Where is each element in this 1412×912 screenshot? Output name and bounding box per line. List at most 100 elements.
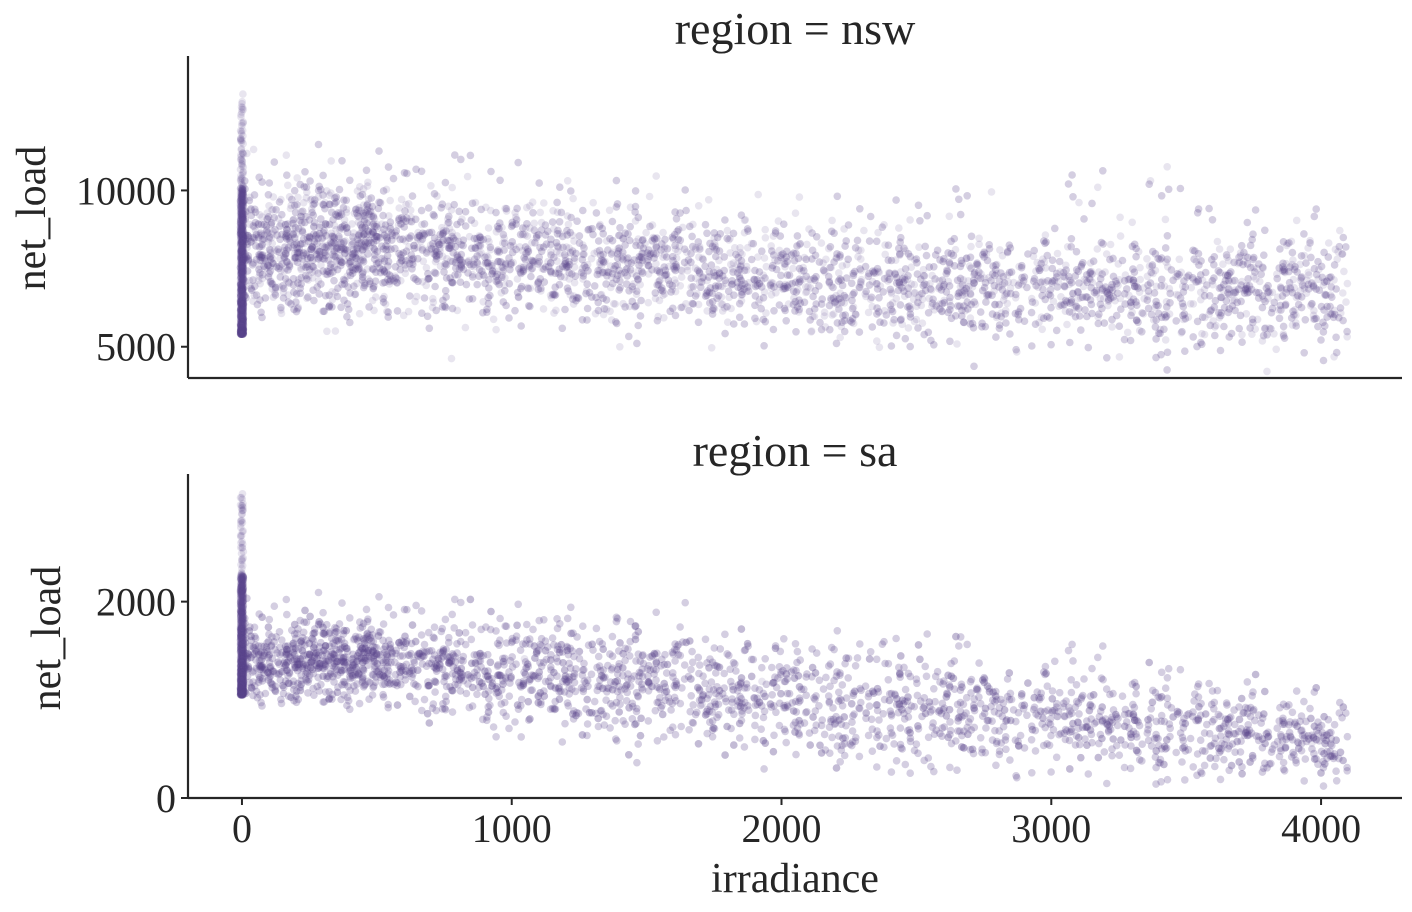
scatter-point <box>237 258 246 267</box>
scatter-point <box>239 235 248 244</box>
scatter-point <box>955 195 963 204</box>
scatter-point <box>393 307 402 315</box>
scatter-point <box>544 227 552 236</box>
scatter-point <box>237 307 246 316</box>
scatter-point <box>237 310 245 318</box>
scatter-point <box>408 192 417 200</box>
scatter-point <box>237 245 246 254</box>
scatter-point <box>1053 249 1062 258</box>
scatter-point <box>237 324 245 333</box>
scatter-point <box>694 202 703 210</box>
scatter-point <box>238 311 247 319</box>
scatter-point <box>1339 289 1347 297</box>
scatter-point <box>1310 306 1318 315</box>
scatter-point <box>590 282 599 290</box>
scatter-point <box>1094 183 1102 192</box>
scatter-point <box>237 248 246 257</box>
scatter-point <box>237 324 246 333</box>
scatter-point <box>237 225 245 233</box>
scatter-point <box>239 290 247 299</box>
scatter-point <box>238 267 247 276</box>
scatter-point <box>238 318 246 326</box>
scatter-point <box>239 219 248 227</box>
scatter-point <box>238 217 247 226</box>
scatter-point <box>236 252 245 260</box>
scatter-point <box>237 248 245 256</box>
scatter-point <box>238 297 247 306</box>
scatter-point <box>238 251 246 259</box>
scatter-point <box>237 329 246 337</box>
scatter-point <box>239 253 247 262</box>
scatter-point <box>237 238 246 246</box>
scatter-point <box>239 307 247 315</box>
scatter-point <box>237 293 245 302</box>
scatter-point <box>906 216 914 224</box>
scatter-point <box>557 208 566 217</box>
scatter-point <box>238 257 246 265</box>
scatter-point <box>1238 338 1246 347</box>
scatter-point <box>238 256 247 264</box>
scatter-point <box>238 186 247 195</box>
scatter-point <box>884 241 893 249</box>
scatter-point <box>1128 218 1136 227</box>
scatter-point <box>238 324 247 332</box>
scatter-point <box>237 228 246 237</box>
scatter-point <box>238 260 246 268</box>
scatter-point <box>236 280 245 289</box>
scatter-point <box>238 193 247 201</box>
scatter-point <box>238 201 247 209</box>
scatter-point <box>237 327 245 336</box>
scatter-point <box>236 327 245 336</box>
scatter-point <box>237 246 245 254</box>
scatter-point <box>237 191 246 199</box>
scatter-point <box>237 290 245 298</box>
scatter-point <box>1195 261 1203 269</box>
scatter-point <box>238 276 246 285</box>
scatter-point <box>954 292 962 301</box>
scatter-point <box>238 126 247 135</box>
scatter-point <box>239 295 247 304</box>
scatter-point <box>239 303 247 312</box>
scatter-point <box>633 339 641 348</box>
scatter-point <box>832 339 841 348</box>
scatter-point <box>473 280 481 289</box>
scatter-point <box>238 253 246 261</box>
scatter-point <box>237 300 245 309</box>
scatter-point <box>239 327 247 335</box>
scatter-point <box>238 307 246 315</box>
scatter-point <box>238 252 246 260</box>
scatter-point <box>238 224 246 232</box>
scatter-point <box>239 232 247 240</box>
scatter-point <box>758 247 766 255</box>
scatter-point <box>238 314 247 322</box>
scatter-point <box>238 216 247 224</box>
scatter-point <box>896 301 905 309</box>
scatter-point <box>237 327 246 335</box>
scatter-point <box>342 196 351 205</box>
scatter-point <box>239 200 247 209</box>
scatter-point <box>505 314 513 322</box>
scatter-point <box>236 306 245 315</box>
scatter-point <box>1138 309 1146 317</box>
scatter-point <box>559 243 567 252</box>
scatter-point <box>967 242 975 251</box>
scatter-point <box>239 206 247 214</box>
scatter-point <box>239 270 248 279</box>
scatter-point <box>236 197 245 206</box>
scatter-point <box>236 199 245 208</box>
scatter-point <box>239 139 247 148</box>
scatter-point <box>239 329 247 338</box>
scatter-point <box>239 199 247 207</box>
scatter-point <box>492 208 500 217</box>
scatter-point <box>701 220 710 229</box>
scatter-point <box>1263 367 1271 376</box>
scatter-point <box>236 233 245 241</box>
scatter-point <box>238 229 246 237</box>
scatter-point <box>625 332 633 341</box>
scatter-point <box>237 278 245 286</box>
scatter-point <box>744 227 752 235</box>
scatter-point <box>237 307 245 316</box>
scatter-point <box>239 303 248 312</box>
scatter-point <box>487 167 495 176</box>
scatter-point <box>867 293 876 302</box>
